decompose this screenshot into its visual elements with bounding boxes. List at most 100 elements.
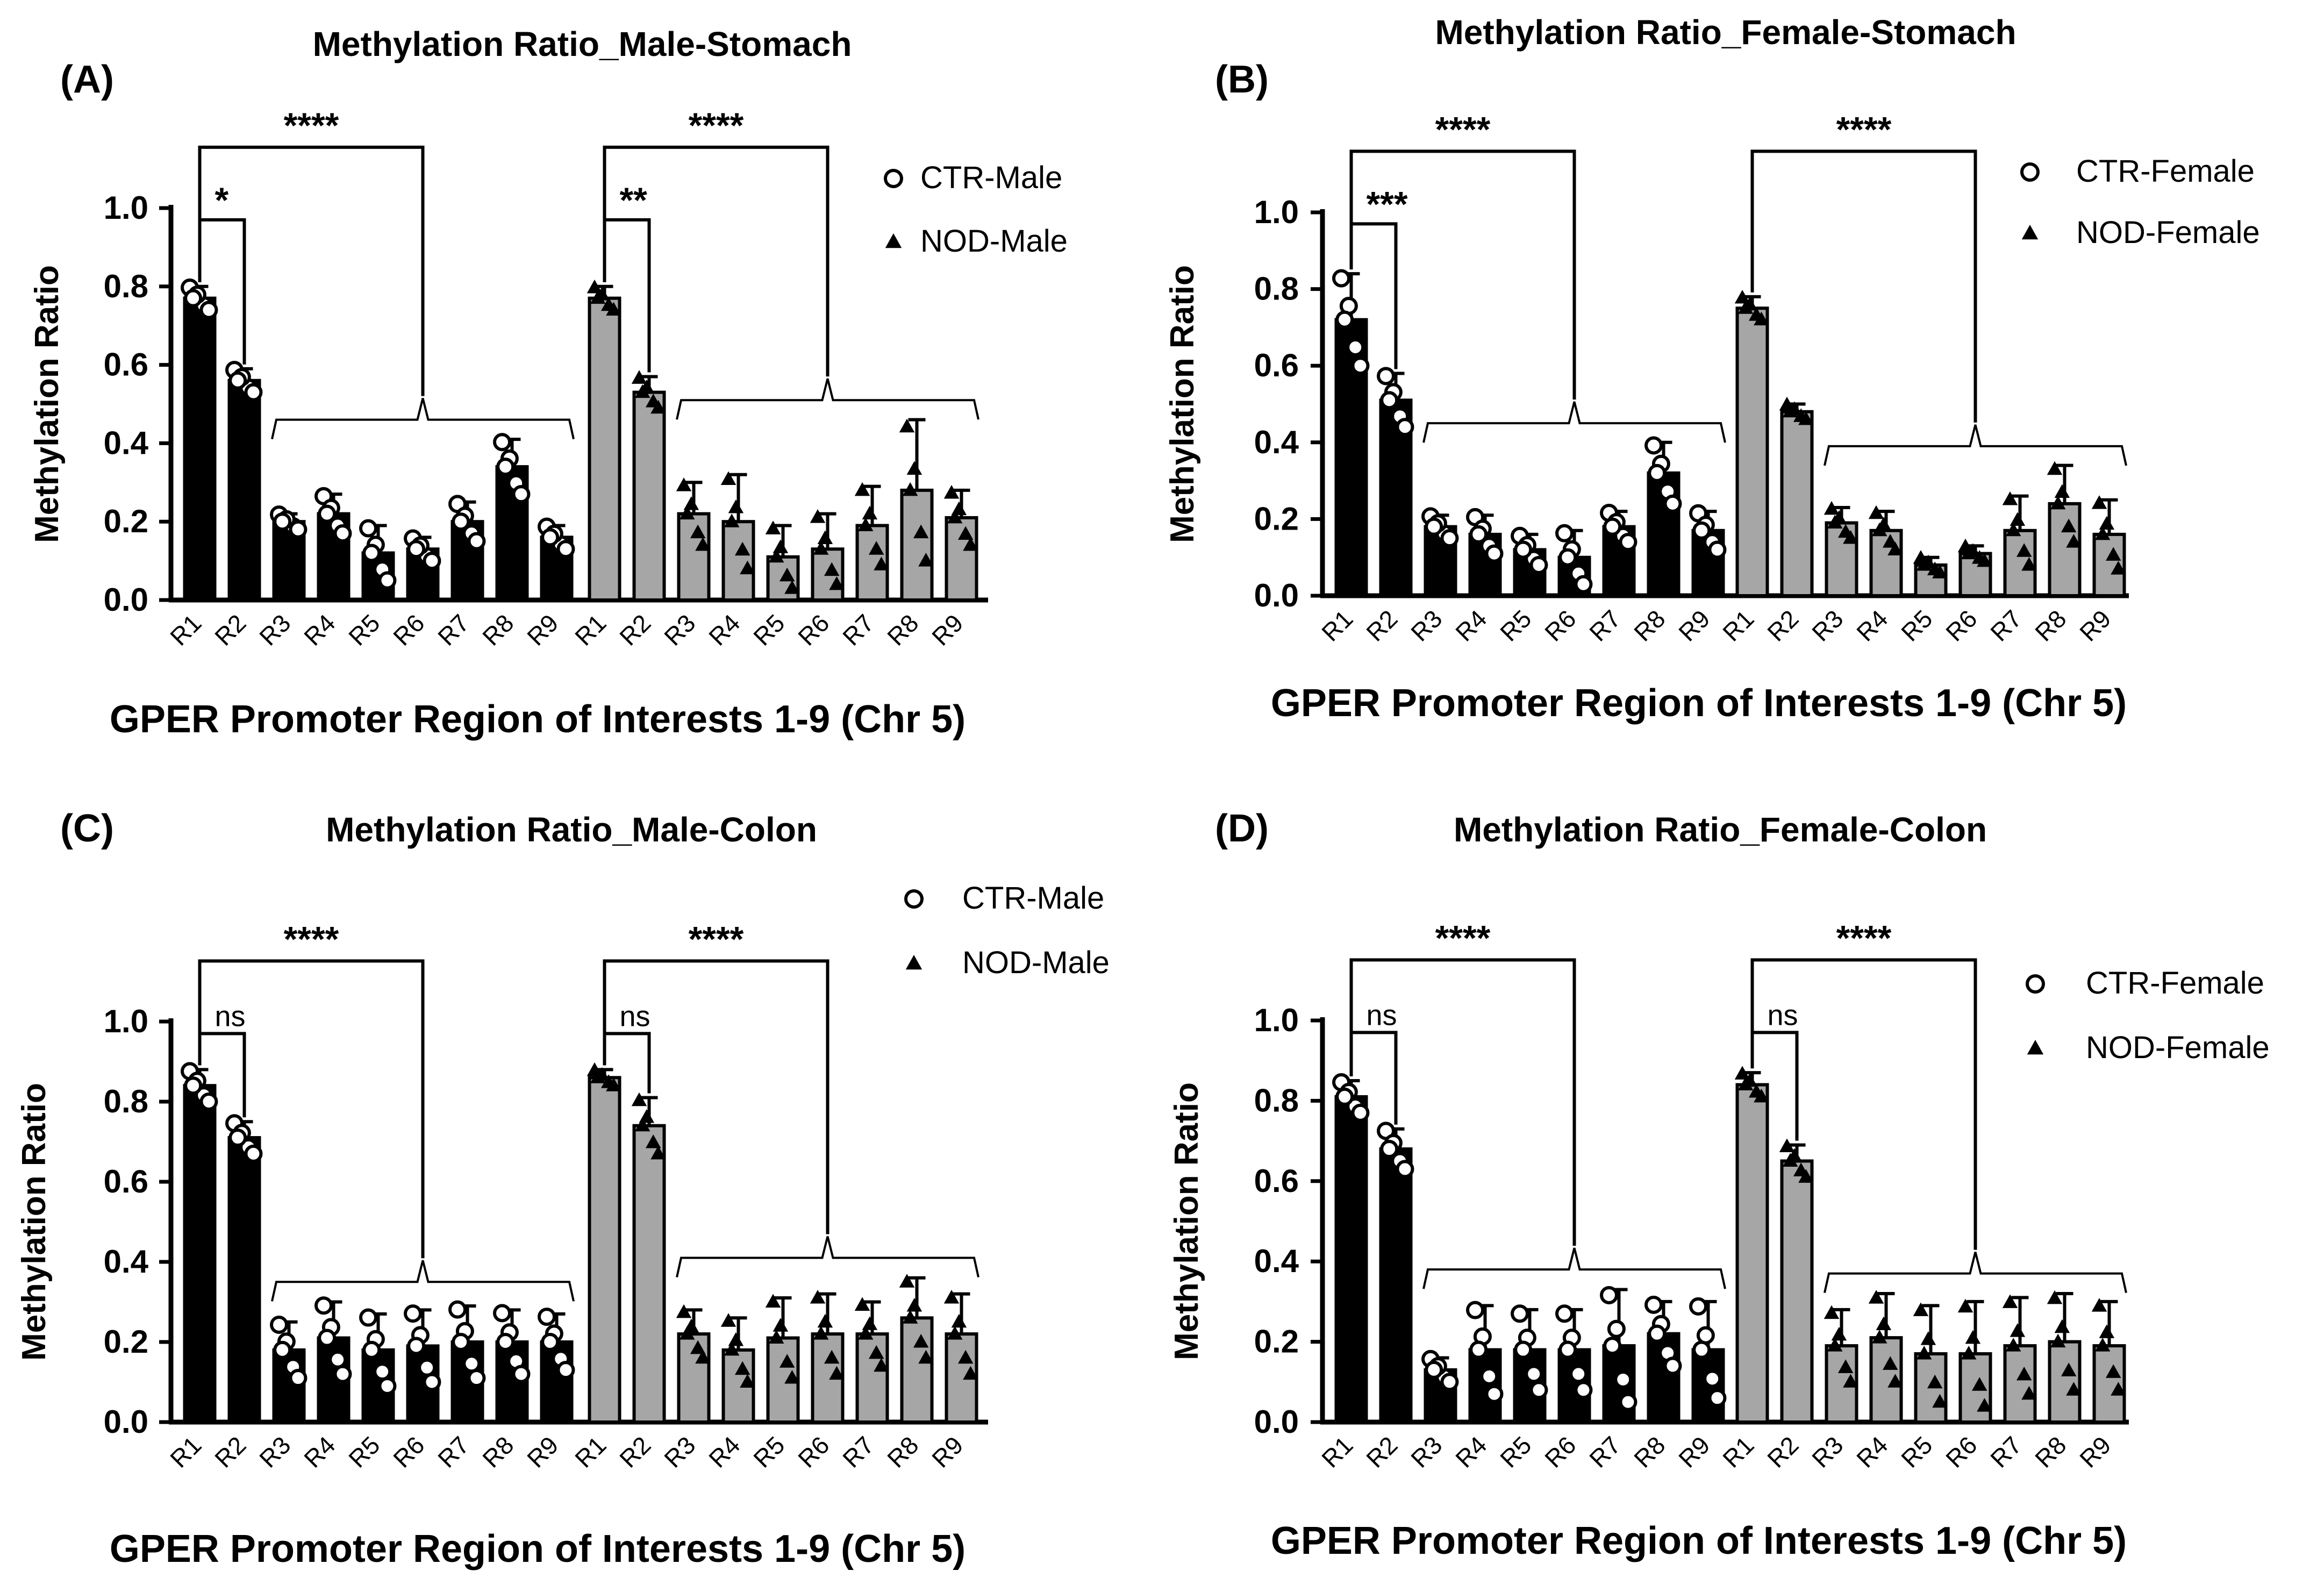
category-label: R4 (1450, 604, 1492, 646)
data-point (2010, 512, 2026, 526)
category-label: R5 (748, 1431, 790, 1473)
category-label: R7 (1985, 604, 2027, 646)
data-point (184, 289, 203, 308)
data-point (359, 519, 378, 538)
data-point (813, 541, 829, 555)
data-point (1868, 1290, 1884, 1304)
panel-label: (A) (60, 58, 114, 101)
data-point (1644, 436, 1663, 455)
data-point (634, 384, 650, 398)
data-point (857, 517, 874, 531)
sig-label: *** (1367, 184, 1408, 224)
category-label: R5 (748, 609, 790, 651)
y-tick-label: 0.2 (104, 1324, 148, 1360)
data-point (467, 532, 486, 551)
bar-1-1 (632, 1124, 666, 1424)
category-label: R1 (165, 1431, 206, 1473)
data-point (765, 1294, 781, 1308)
data-point (2010, 1323, 2026, 1337)
data-point (2002, 1294, 2018, 1308)
sig-label: **** (689, 919, 744, 959)
data-point (645, 1134, 661, 1148)
data-point (1396, 418, 1414, 437)
data-point (1734, 1066, 1750, 1080)
data-point (318, 504, 337, 523)
data-point (824, 562, 840, 576)
category-label: R2 (1361, 604, 1403, 646)
legend-triangle-icon (905, 955, 923, 970)
panel-0: Methylation Ratio_Male-Stomach (A) GPER Pr… (28, 25, 1068, 741)
data-point (289, 520, 308, 539)
legend-label: NOD-Female (2086, 1030, 2270, 1065)
category-label: R1 (1717, 604, 1759, 646)
sig-label: ns (215, 1000, 246, 1032)
data-point (1708, 540, 1727, 559)
category-label: R5 (1494, 604, 1536, 646)
sig-label: ns (1768, 999, 1798, 1031)
data-point (943, 484, 960, 499)
category-label: R9 (1673, 1431, 1715, 1473)
data-point (423, 552, 441, 570)
data-point (418, 1358, 437, 1377)
data-point (634, 1117, 650, 1132)
category-label: R6 (792, 1431, 834, 1473)
data-point (1558, 548, 1577, 567)
category-label: R2 (209, 609, 251, 651)
data-point (728, 499, 744, 513)
data-point (1644, 1295, 1663, 1314)
data-point (1480, 1367, 1499, 1386)
data-point (1692, 1340, 1711, 1359)
data-point (1843, 1374, 1858, 1388)
data-point (1558, 1340, 1577, 1359)
data-point (1932, 1394, 1948, 1408)
sig-label: * (215, 180, 229, 220)
category-label: R4 (298, 609, 340, 651)
y-tick-label: 0.6 (1254, 1163, 1299, 1199)
bar-1-7 (2048, 502, 2082, 597)
data-point (378, 1376, 397, 1395)
bar-1-7 (900, 1316, 934, 1424)
data-point (1779, 1138, 1795, 1153)
category-label: R1 (165, 609, 206, 651)
data-point (1648, 1324, 1667, 1343)
data-point (328, 1350, 347, 1369)
data-point (1511, 1304, 1529, 1323)
data-point (631, 370, 647, 384)
data-point (1332, 269, 1351, 288)
data-point (1689, 1297, 1708, 1316)
category-label: R7 (837, 1431, 879, 1473)
data-point (1961, 1346, 1977, 1360)
data-point (676, 477, 692, 491)
category-label: R8 (477, 609, 519, 651)
data-point (779, 1354, 795, 1368)
category-label: R5 (343, 609, 385, 651)
legend-label: CTR-Female (2076, 154, 2255, 189)
data-point (2061, 1362, 2077, 1376)
category-label: R8 (882, 609, 924, 651)
category-label: R8 (1628, 1431, 1670, 1473)
data-point (947, 509, 963, 524)
data-point (829, 576, 845, 590)
data-point (906, 461, 923, 475)
data-point (244, 1144, 263, 1163)
data-point (676, 1304, 692, 1318)
data-point (2002, 491, 2018, 505)
panel-label: (B) (1215, 58, 1269, 101)
y-axis-label: Methylation Ratio (1168, 1082, 1205, 1360)
data-point (728, 1332, 744, 1346)
y-tick-label: 1.0 (104, 1003, 148, 1039)
data-point (899, 1274, 915, 1288)
data-point (407, 1337, 426, 1355)
category-label: R3 (1806, 604, 1848, 646)
data-point (2021, 1386, 2037, 1400)
data-point (462, 1354, 481, 1373)
data-point (773, 1318, 789, 1332)
category-label: R6 (792, 609, 834, 651)
data-point (2094, 1338, 2111, 1352)
y-tick-label: 0.6 (104, 1163, 148, 1200)
legend-label: CTR-Male (962, 881, 1104, 916)
category-label: R7 (1985, 1431, 2027, 1473)
data-point (695, 1350, 711, 1364)
data-point (556, 540, 575, 559)
data-point (765, 520, 781, 534)
